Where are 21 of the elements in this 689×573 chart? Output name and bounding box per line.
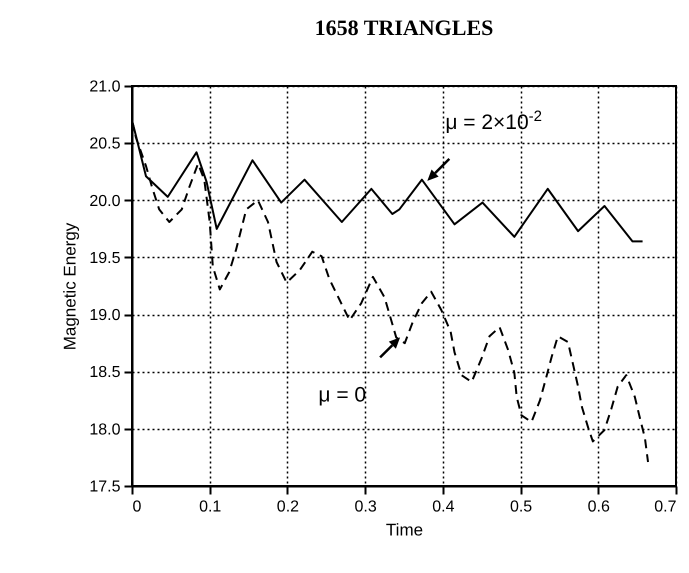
x-tick-label: 0.5 (510, 498, 532, 516)
chart-title: 1658 TRIANGLES (314, 15, 494, 40)
x-tick-label: 0 (132, 498, 142, 516)
y-tick-label: 19.5 (89, 250, 121, 267)
y-tick-label: 20.0 (89, 192, 121, 210)
x-tick-label: 0.4 (432, 498, 455, 516)
x-tick-label: 0.6 (588, 498, 610, 516)
y-tick-label: 19.0 (89, 307, 121, 324)
x-tick-label: 0.1 (199, 498, 222, 516)
annotation: μ = 0 (318, 383, 366, 406)
x-tick-label: 0.2 (276, 498, 300, 516)
annotation: μ = 2×10$^{-2}$ (445, 107, 542, 134)
y-tick-label: 20.5 (89, 136, 121, 153)
y-tick-label: 21.0 (89, 78, 121, 96)
x-tick-label: 0.7 (654, 498, 677, 516)
x-tick-label: 0.3 (354, 498, 377, 516)
y-tick-label: 18.0 (89, 421, 121, 438)
x-axis-title: Time (386, 520, 424, 540)
y-tick-label: 18.5 (89, 364, 121, 382)
y-axis-title: Magnetic Energy (60, 222, 80, 350)
y-tick-label: 17.5 (89, 478, 121, 496)
